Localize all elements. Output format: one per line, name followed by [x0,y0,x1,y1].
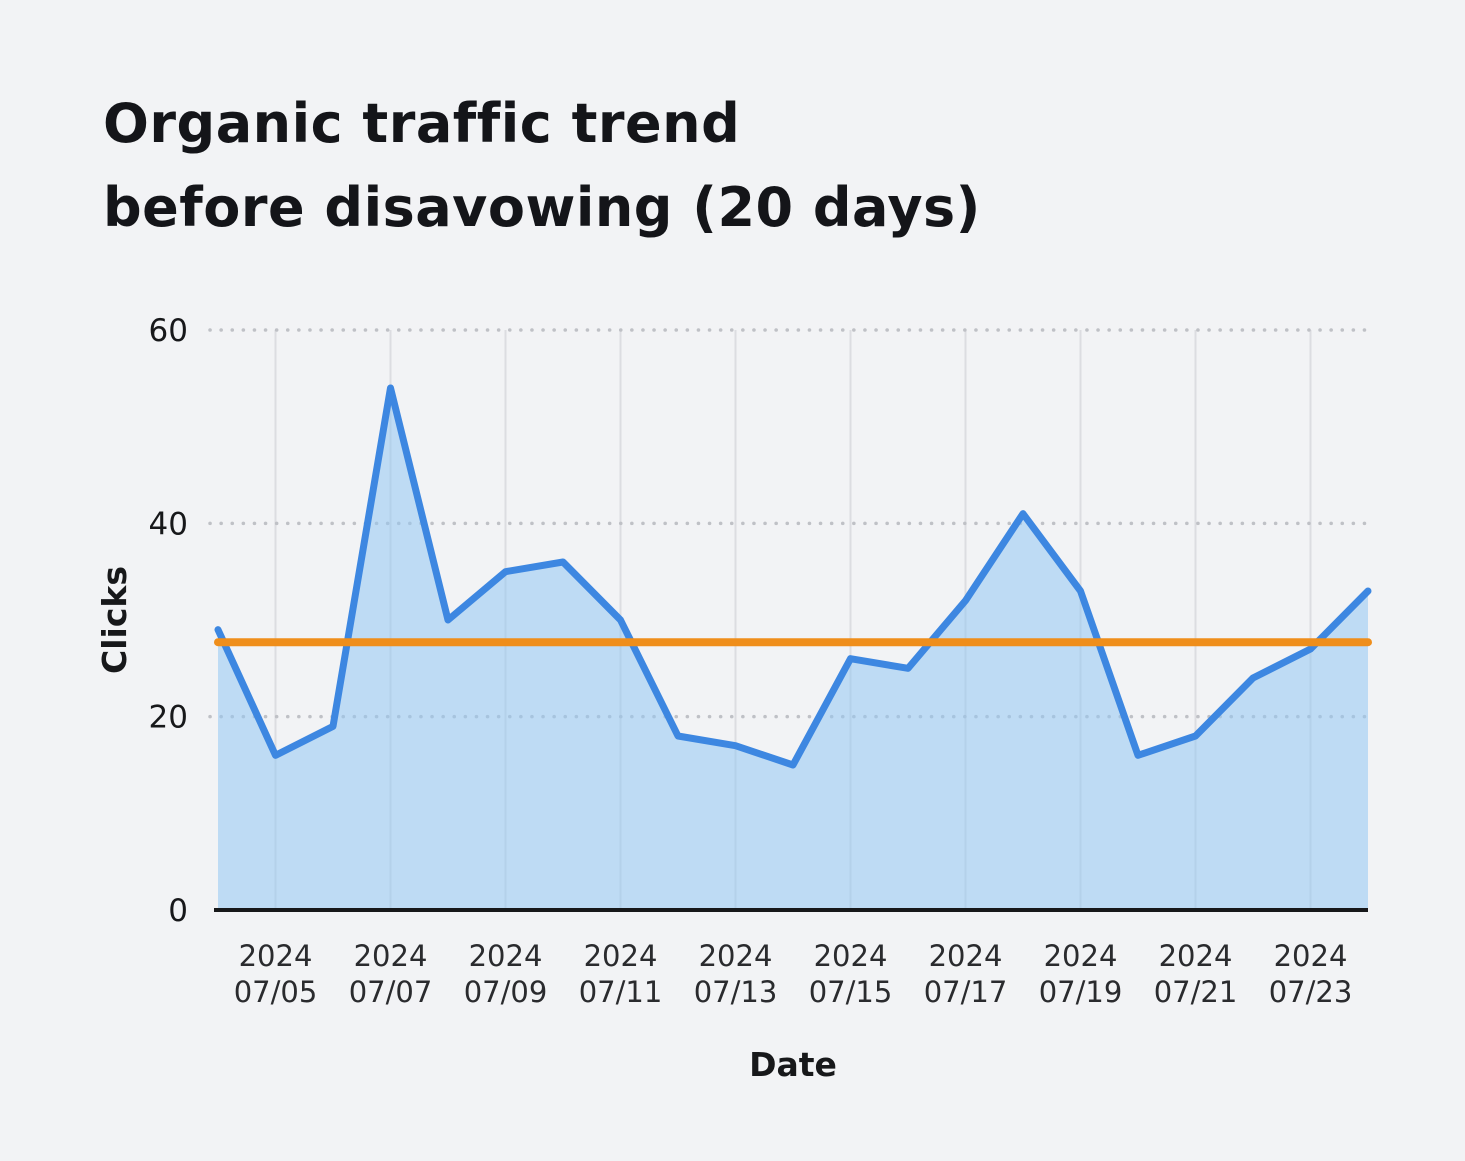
x-tick-label: 2024 07/17 [924,939,1008,1009]
x-axis-title: Date [749,1045,837,1084]
clicks-line-series [214,384,1372,769]
x-tick-label: 2024 07/19 [1039,939,1123,1009]
chart-title: Organic traffic trend before disavowing … [103,82,981,249]
y-axis-title: Clicks [95,566,134,674]
y-tick-label: 60 [149,313,188,349]
y-tick-label: 0 [168,893,188,929]
x-tick-label: 2024 07/05 [234,939,318,1009]
chart-title-line1: Organic traffic trend [103,92,741,155]
x-tick-label: 2024 07/21 [1154,939,1238,1009]
y-tick-label: 20 [149,700,188,736]
x-tick-label: 2024 07/07 [349,939,433,1009]
x-tick-label: 2024 07/13 [694,939,778,1009]
x-tick-label: 2024 07/15 [809,939,893,1009]
chart-title-line2: before disavowing (20 days) [103,175,981,239]
x-tick-label: 2024 07/23 [1269,939,1353,1009]
x-tick-label: 2024 07/09 [464,939,548,1009]
y-tick-label: 40 [149,506,188,542]
x-tick-label: 2024 07/11 [579,939,663,1009]
clicks-area-fill [218,388,1368,910]
